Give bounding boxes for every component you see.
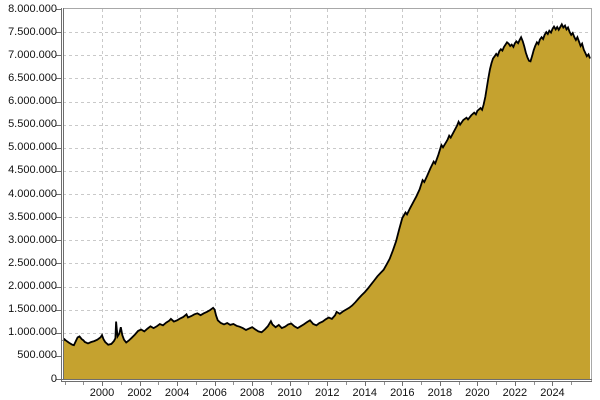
x-tick-label: 2022 xyxy=(502,387,528,399)
x-tick-label: 2018 xyxy=(427,387,453,399)
x-tick-label: 2008 xyxy=(239,387,265,399)
x-tick-label: 2004 xyxy=(164,387,190,399)
x-tick-label: 2014 xyxy=(352,387,378,399)
y-tick-label: 4.000.000 xyxy=(8,187,57,200)
y-tick-label: 5.500.000 xyxy=(8,118,57,131)
y-tick-label: 6.000.000 xyxy=(8,95,57,107)
x-tick-label: 2020 xyxy=(465,387,490,399)
y-tick-label: 3.500.000 xyxy=(8,210,57,223)
y-tick-label: 2.000.000 xyxy=(8,280,57,292)
y-tick-label: 5.000.000 xyxy=(8,141,57,154)
x-tick-label: 2000 xyxy=(89,387,115,399)
y-tick-label: 8.000.000 xyxy=(8,2,57,15)
x-tick-label: 2024 xyxy=(540,387,565,399)
area-outline xyxy=(62,22,591,347)
y-tick-label: 0 xyxy=(50,372,57,385)
x-tick-label: 2006 xyxy=(202,387,227,399)
y-tick-label: 6.500.000 xyxy=(8,71,57,84)
x-tick-label: 2002 xyxy=(127,387,152,399)
y-tick-label: 7.500.000 xyxy=(8,25,57,38)
y-tick-label: 3.000.000 xyxy=(8,233,57,246)
y-tick-label: 1.000.000 xyxy=(8,326,57,339)
y-tick-label: 4.500.000 xyxy=(8,164,57,177)
x-tick-label: 2012 xyxy=(315,387,340,399)
x-tick-label: 2010 xyxy=(277,387,302,399)
area-fill xyxy=(63,24,590,380)
y-tick-label: 7.000.000 xyxy=(8,48,57,61)
y-tick-label: 2.500.000 xyxy=(8,256,57,269)
y-tick-label: 500.000 xyxy=(17,349,57,362)
y-tick-label: 1.500.000 xyxy=(8,303,57,316)
x-tick-label: 2016 xyxy=(390,387,415,399)
